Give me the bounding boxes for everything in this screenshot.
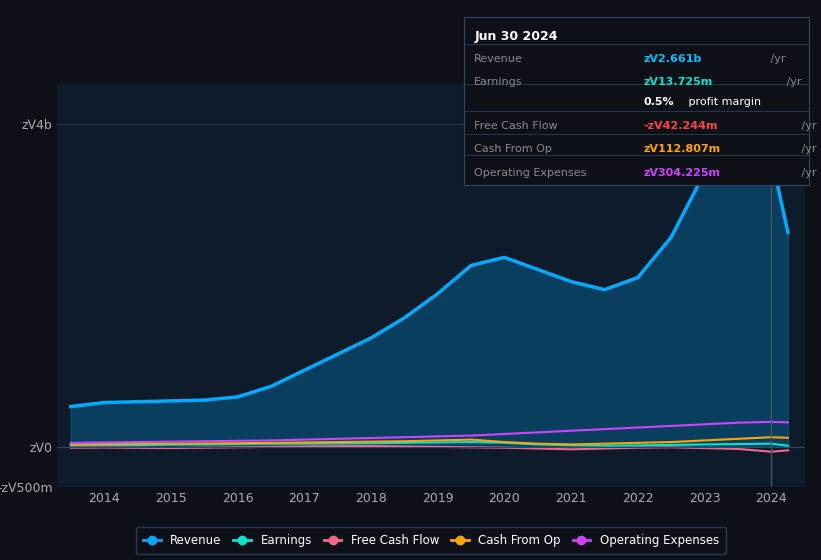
- Text: zᐯ112.807m: zᐯ112.807m: [643, 144, 720, 155]
- Text: Earnings: Earnings: [475, 77, 523, 87]
- Legend: Revenue, Earnings, Free Cash Flow, Cash From Op, Operating Expenses: Revenue, Earnings, Free Cash Flow, Cash …: [136, 527, 726, 554]
- Text: -zᐯ42.244m: -zᐯ42.244m: [643, 121, 718, 131]
- Text: Jun 30 2024: Jun 30 2024: [475, 30, 557, 43]
- Text: /yr: /yr: [798, 121, 817, 131]
- Text: /yr: /yr: [798, 168, 817, 178]
- Text: zᐯ304.225m: zᐯ304.225m: [643, 168, 720, 178]
- Text: Revenue: Revenue: [475, 54, 523, 64]
- Text: /yr: /yr: [798, 144, 817, 155]
- Text: /yr: /yr: [768, 54, 786, 64]
- Text: zᐯ2.661b: zᐯ2.661b: [643, 54, 702, 64]
- Text: Cash From Op: Cash From Op: [475, 144, 552, 155]
- Text: zᐯ13.725m: zᐯ13.725m: [643, 77, 713, 87]
- Text: Free Cash Flow: Free Cash Flow: [475, 121, 557, 131]
- Text: Operating Expenses: Operating Expenses: [475, 168, 586, 178]
- Text: profit margin: profit margin: [685, 97, 761, 108]
- Text: /yr: /yr: [783, 77, 801, 87]
- Text: 0.5%: 0.5%: [643, 97, 674, 108]
